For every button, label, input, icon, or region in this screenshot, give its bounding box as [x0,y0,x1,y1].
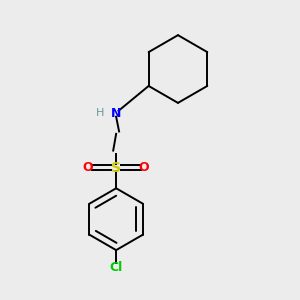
Text: O: O [139,161,149,174]
Text: S: S [111,161,121,175]
Text: N: N [111,107,121,120]
Text: Cl: Cl [110,261,123,274]
Text: H: H [96,108,104,118]
Text: O: O [83,161,94,174]
